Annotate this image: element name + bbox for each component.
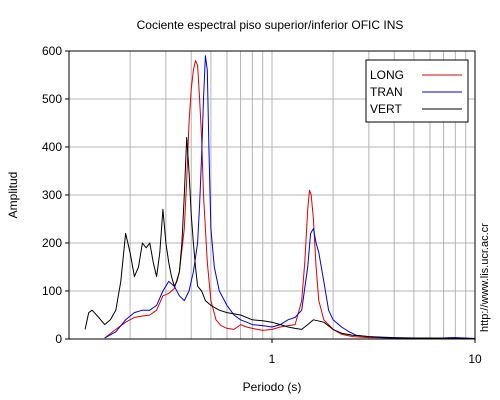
y-tick-label: 600: [42, 44, 62, 58]
legend-label-vert: VERT: [370, 102, 402, 116]
series-line-vert: [84, 136, 475, 339]
legend-box: [365, 59, 469, 123]
x-tick-label: 1: [269, 352, 276, 366]
y-tick-label: 400: [42, 140, 62, 154]
y-axis-label: Amplitud: [6, 172, 20, 219]
y-tick-label: 0: [55, 332, 62, 346]
y-tick-label: 100: [42, 284, 62, 298]
y-axis-ticks: 0 100 200 300 400 500 600: [42, 44, 69, 346]
legend: LONG TRAN VERT: [365, 59, 469, 123]
series-layer: [84, 55, 476, 339]
source-url-watermark: http://www.lis.ucr.ac.cr: [479, 223, 491, 332]
y-tick-label: 500: [42, 92, 62, 106]
x-tick-label: 10: [468, 352, 482, 366]
legend-label-tran: TRAN: [370, 85, 403, 99]
chart-title: Cociente espectral piso superior/inferio…: [137, 18, 404, 32]
x-axis-ticks: 1 10: [269, 339, 482, 366]
y-tick-label: 300: [42, 188, 62, 202]
series-line-long: [104, 60, 475, 339]
x-axis-label: Periodo (s): [243, 380, 302, 394]
legend-label-long: LONG: [370, 68, 404, 82]
y-tick-label: 200: [42, 236, 62, 250]
